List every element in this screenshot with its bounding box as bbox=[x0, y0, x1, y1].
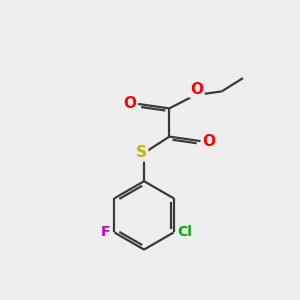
Text: Cl: Cl bbox=[178, 226, 192, 239]
Text: O: O bbox=[123, 96, 136, 111]
Text: S: S bbox=[136, 146, 147, 160]
Text: O: O bbox=[202, 134, 215, 148]
Text: F: F bbox=[101, 226, 110, 239]
Text: O: O bbox=[190, 82, 203, 97]
